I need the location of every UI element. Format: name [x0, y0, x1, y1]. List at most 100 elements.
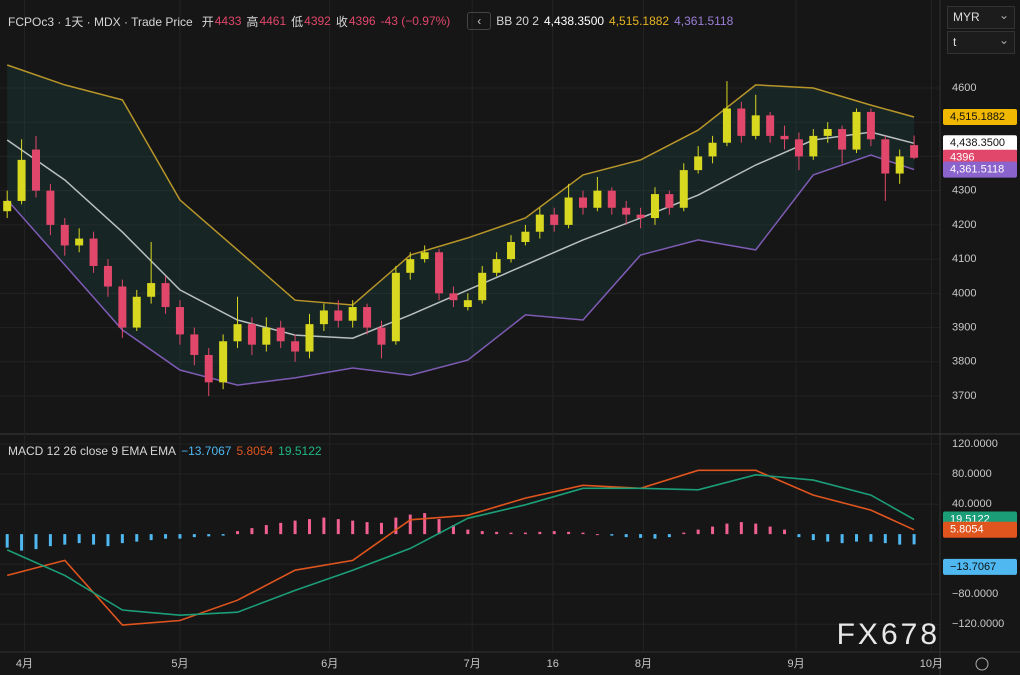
candle-body	[291, 341, 299, 351]
ohlc-label: 低	[291, 13, 303, 30]
candle-body	[694, 156, 702, 170]
histogram-bar	[294, 521, 297, 535]
x-tick-label: 7月	[464, 658, 481, 670]
histogram-bar	[797, 534, 800, 537]
candle-body	[61, 225, 69, 246]
histogram-bar	[423, 513, 426, 534]
value-label: 5.8054	[950, 524, 984, 536]
histogram-bar	[538, 532, 541, 534]
histogram-bar	[625, 534, 628, 537]
candle-body	[752, 115, 760, 136]
indicator-value: 19.5122	[278, 444, 321, 458]
candle-body	[46, 191, 54, 225]
histogram-bar	[150, 534, 153, 540]
price-label: 4,515.1882	[950, 111, 1005, 123]
candle-body	[867, 112, 875, 139]
histogram-bar	[812, 534, 815, 540]
candle-body	[305, 324, 313, 351]
candle-body	[234, 324, 242, 341]
candle-body	[593, 191, 601, 208]
candle-body	[392, 273, 400, 341]
histogram-bar	[711, 527, 714, 535]
histogram-bar	[351, 521, 354, 535]
histogram-bar	[754, 524, 757, 535]
ohlc-label: 开	[202, 13, 214, 30]
histogram-bar	[668, 534, 671, 537]
x-tick-label: 5月	[171, 658, 188, 670]
y-tick-label: 3700	[952, 390, 976, 402]
candle-body	[579, 198, 587, 208]
currency-dropdown[interactable]: MYR	[947, 6, 1015, 29]
histogram-bar	[63, 534, 66, 545]
candle-body	[565, 198, 573, 225]
candle-body	[493, 259, 501, 273]
candle-body	[449, 293, 457, 300]
histogram-bar	[193, 534, 196, 537]
candle-body	[435, 252, 443, 293]
candle-body	[824, 129, 832, 136]
candle-body	[3, 201, 11, 211]
y-tick-label: −120.0000	[952, 618, 1004, 630]
histogram-bar	[524, 533, 527, 535]
candle-body	[838, 129, 846, 150]
y-tick-label: 80.0000	[952, 468, 992, 480]
histogram-bar	[567, 532, 570, 534]
histogram-bar	[337, 519, 340, 534]
candle-body	[622, 208, 630, 215]
x-tick-label: 9月	[787, 658, 804, 670]
ohlc-value: 4433	[215, 14, 242, 28]
y-tick-label: 4200	[952, 219, 976, 231]
candle-body	[277, 328, 285, 342]
histogram-bar	[34, 534, 37, 549]
candle-body	[637, 215, 645, 218]
candle-body	[320, 310, 328, 324]
candle-body	[406, 259, 414, 273]
candle-body	[896, 156, 904, 173]
symbol-header: FCPOc3 · 1天 · MDX · Trade Price 开4433 高4…	[8, 12, 733, 30]
candle-body	[464, 300, 472, 307]
price-label: 4,361.5118	[950, 164, 1004, 176]
y-tick-label: 120.0000	[952, 438, 998, 450]
histogram-bar	[106, 534, 109, 546]
histogram-bar	[265, 525, 268, 534]
histogram-bar	[6, 534, 9, 548]
candle-body	[665, 194, 673, 208]
histogram-bar	[279, 523, 282, 534]
histogram-bar	[682, 533, 685, 535]
candle-body	[18, 160, 26, 201]
x-tick-label: 6月	[321, 658, 338, 670]
histogram-bar	[869, 534, 872, 542]
candle-body	[651, 194, 659, 218]
histogram-bar	[510, 533, 513, 535]
histogram-bar	[582, 533, 585, 535]
histogram-bar	[769, 527, 772, 535]
candle-body	[219, 341, 227, 382]
candle-body	[478, 273, 486, 300]
candle-body	[190, 334, 198, 355]
candle-body	[809, 136, 817, 157]
candle-body	[910, 145, 918, 158]
change: -43 (−0.97%)	[381, 14, 451, 28]
candle-body	[766, 115, 774, 136]
histogram-bar	[438, 519, 441, 534]
histogram-bar	[783, 530, 786, 535]
unit-dropdown[interactable]: t	[947, 31, 1015, 54]
candle-body	[32, 150, 40, 191]
histogram-bar	[178, 534, 181, 539]
histogram-bar	[553, 531, 556, 534]
candle-body	[536, 215, 544, 232]
candle-body	[349, 307, 357, 321]
histogram-bar	[236, 531, 239, 534]
value-label: −13.7067	[950, 561, 996, 573]
indicator-name: MACD 12 26 close 9 EMA EMA	[8, 444, 176, 458]
histogram-bar	[164, 534, 167, 539]
candle-body	[176, 307, 184, 334]
candle-body	[723, 109, 731, 143]
candle-body	[680, 170, 688, 208]
indicator-value: 5.8054	[236, 444, 273, 458]
collapse-button[interactable]: ‹	[467, 12, 491, 30]
histogram-bar	[898, 534, 901, 545]
candle-body	[853, 112, 861, 150]
histogram-bar	[466, 530, 469, 535]
